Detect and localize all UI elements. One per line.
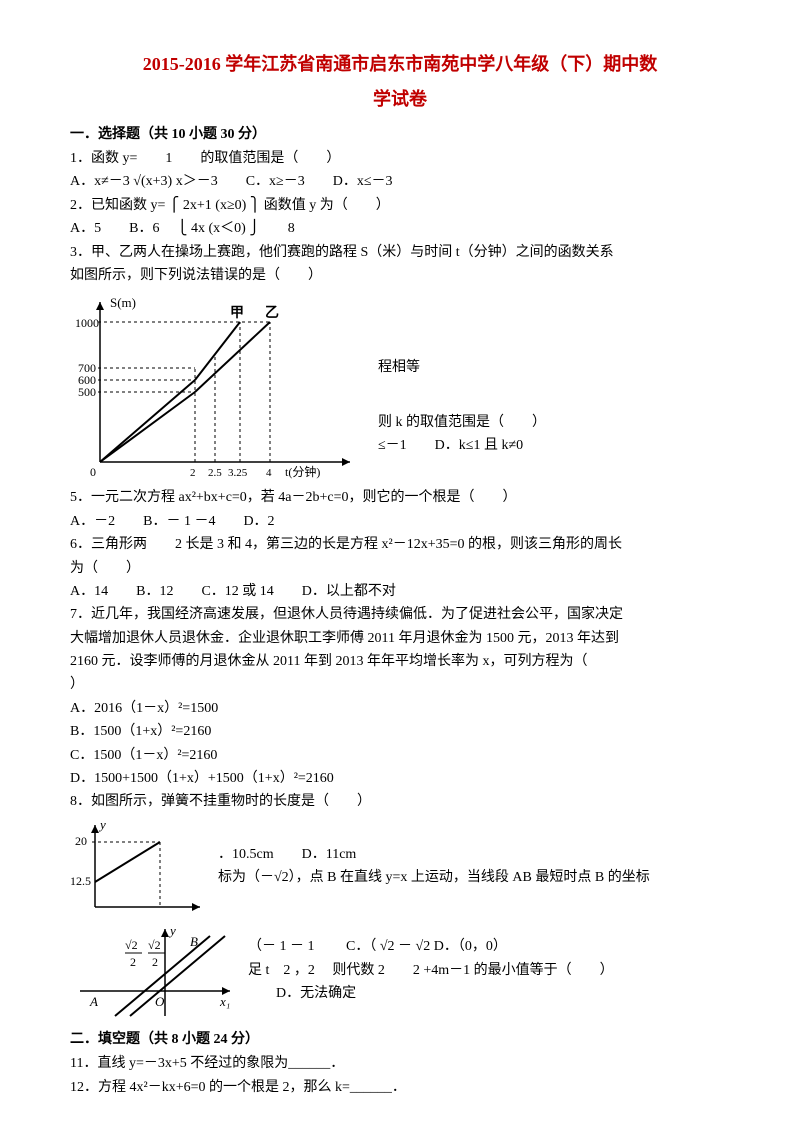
q2-opts: A．5 B．6 ⎩ 4x (x＜0) ⎭ 8 [70, 218, 730, 240]
svg-text:2: 2 [152, 955, 158, 969]
q9-line3: D．无法确定 [248, 983, 730, 1005]
q6-text: 6．三角形两 2 长是 3 和 4，第三边的长是方程 x²－12x+35=0 的… [70, 534, 730, 556]
q8-text: 8．如图所示，弹簧不挂重物时的长度是（ ） [70, 791, 730, 813]
svg-text:t(分钟): t(分钟) [285, 464, 320, 479]
q3-row: S(m) 1000 700 600 500 [70, 288, 730, 486]
exam-page: 2015-2016 学年江苏省南通市启东市南苑中学八年级（下）期中数 学试卷 一… [0, 0, 800, 1140]
svg-text:4: 4 [266, 467, 272, 479]
q8-opts: ．10.5cm D．11cm [218, 844, 730, 866]
svg-text:A: A [89, 994, 98, 1009]
svg-text:B: B [190, 934, 198, 949]
svg-text:√2: √2 [148, 938, 161, 952]
q3-side2: 则 k 的取值范围是（ ） [378, 412, 730, 434]
q8-graph: y 20 12.5 [70, 817, 210, 917]
q6-text2: 为（ ） [70, 558, 730, 580]
q3-side1: 程相等 [378, 357, 730, 379]
q3-graph: S(m) 1000 700 600 500 [70, 292, 370, 482]
svg-text:20: 20 [75, 834, 87, 848]
q5-text: 5．一元二次方程 ax²+bx+c=0，若 4a－2b+c=0，则它的一个根是（… [70, 487, 730, 509]
svg-text:O: O [155, 994, 165, 1009]
q8-extra: 标为（－√2），点 B 在直线 y=x 上运动，当线段 AB 最短时点 B 的坐… [218, 867, 730, 889]
q9-opts: （－ 1 － 1 C．（ √2 － √2 D．（0，0） [248, 936, 730, 958]
q7-text: 7．近几年，我国经济高速发展，但退休人员待遇持续偏低．为了促进社会公平，国家决定 [70, 604, 730, 626]
q9-line2: 足 t 2 ，2 则代数 2 2 +4m－1 的最小值等于（ ） [248, 960, 730, 982]
q3-text2: 如图所示，则下列说法错误的是（ ） [70, 265, 730, 287]
q5-opts: A．－2 B．－ 1 －4 D．2 [70, 511, 730, 533]
q7-optC: C．1500（1－x）²=2160 [70, 745, 730, 767]
q7-optB: B．1500（1+x）²=2160 [70, 721, 730, 743]
svg-text:x₁: x₁ [219, 994, 230, 1009]
svg-text:1000: 1000 [75, 316, 99, 330]
q8-row: y 20 12.5 ．10.5cm D．11cm 标为（－√2），点 B 在直线… [70, 815, 730, 919]
q7-optD: D．1500+1500（1+x）+1500（1+x）²=2160 [70, 768, 730, 790]
svg-text:√2: √2 [125, 938, 138, 952]
q9-graph: y B A O x₁ √2 √2 2 2 [70, 921, 240, 1021]
svg-text:y: y [98, 817, 106, 832]
q2-text: 2．已知函数 y= ⎧ 2x+1 (x≥0) ⎫ 函数值 y 为（ ） [70, 195, 730, 217]
svg-text:y: y [168, 923, 176, 938]
q9-row: y B A O x₁ √2 √2 2 2 （－ 1 － 1 C．（ √2 － √… [70, 919, 730, 1023]
q3-text: 3．甲、乙两人在操场上赛跑，他们赛跑的路程 S（米）与时间 t（分钟）之间的函数… [70, 242, 730, 264]
svg-text:2.5: 2.5 [208, 467, 222, 479]
svg-text:2: 2 [190, 467, 196, 479]
svg-text:2: 2 [130, 955, 136, 969]
q12: 12．方程 4x²－kx+6=0 的一个根是 2，那么 k=______． [70, 1077, 730, 1099]
q6-opts: A．14 B．12 C．12 或 14 D．以上都不对 [70, 581, 730, 603]
section1-header: 一．选择题（共 10 小题 30 分） [70, 124, 730, 146]
svg-text:3.25: 3.25 [228, 467, 248, 479]
q7-optA: A．2016（1－x）²=1500 [70, 698, 730, 720]
q1-text: 1．函数 y= 1 的取值范围是（ ） [70, 148, 730, 170]
q7-text3: 2160 元．设李师傅的月退休金从 2011 年到 2013 年年平均增长率为 … [70, 651, 730, 673]
q7-text4: ） [70, 674, 730, 696]
q1-opts: A．x≠－3 √(x+3) x＞－3 C．x≥－3 D．x≤－3 [70, 171, 730, 193]
q11: 11．直线 y=－3x+5 不经过的象限为______． [70, 1053, 730, 1075]
title-line1: 2015-2016 学年江苏省南通市启东市南苑中学八年级（下）期中数 [70, 50, 730, 79]
svg-text:S(m): S(m) [110, 295, 136, 310]
q3-side3: ≤－1 D．k≤1 且 k≠0 [378, 435, 730, 457]
svg-text:甲: 甲 [230, 305, 244, 321]
svg-text:500: 500 [78, 385, 96, 399]
svg-text:乙: 乙 [265, 305, 279, 321]
section2-header: 二．填空题（共 8 小题 24 分） [70, 1029, 730, 1051]
q7-text2: 大幅增加退休人员退休金．企业退休职工李师傅 2011 年月退休金为 1500 元… [70, 628, 730, 650]
svg-text:12.5: 12.5 [70, 874, 91, 888]
svg-text:0: 0 [90, 465, 96, 479]
title-line2: 学试卷 [70, 85, 730, 114]
